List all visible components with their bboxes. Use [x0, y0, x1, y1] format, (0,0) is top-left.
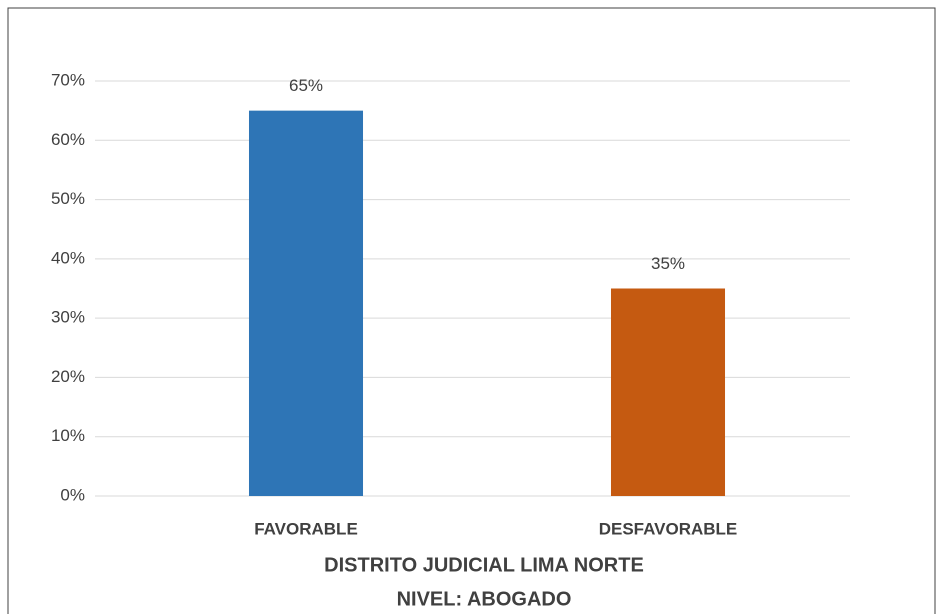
y-tick-label: 30%: [51, 308, 85, 327]
y-tick-label: 40%: [51, 248, 85, 267]
chart-frame: [7, 7, 936, 614]
x-axis-title: NIVEL: ABOGADO: [397, 588, 572, 610]
x-axis-title: DISTRITO JUDICIAL LIMA NORTE: [324, 554, 644, 576]
y-tick-label: 60%: [51, 130, 85, 149]
y-tick-label: 50%: [51, 189, 85, 208]
bar: [248, 110, 364, 497]
y-tick-label: 70%: [51, 70, 85, 89]
x-tick-label: DESFAVORABLE: [599, 519, 738, 538]
x-tick-label: FAVORABLE: [254, 519, 358, 538]
data-label: 35%: [651, 254, 685, 273]
bar: [610, 288, 726, 496]
y-tick-label: 10%: [51, 426, 85, 445]
y-tick-label: 0%: [60, 485, 85, 504]
y-tick-label: 20%: [51, 367, 85, 386]
data-label: 65%: [289, 76, 323, 95]
